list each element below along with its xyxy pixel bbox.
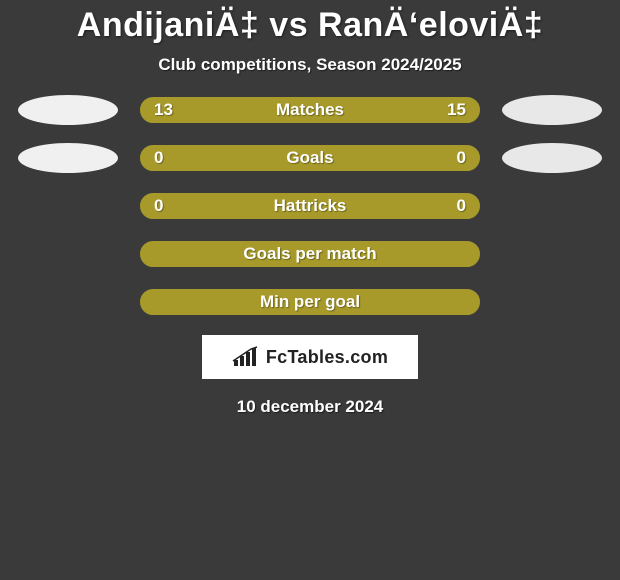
page-title: AndijaniÄ‡ vs RanÄ‘eloviÄ‡ [77,6,543,45]
stat-label: Hattricks [274,196,347,216]
stat-left-value: 13 [154,100,173,120]
stat-bar: 13 Matches 15 [140,97,480,123]
stats-rows: 13 Matches 15 0 Goals 0 0 Hattricks 0 Goals per m… [0,97,620,315]
date-text: 10 december 2024 [237,397,384,417]
stat-row: Goals per match [0,241,620,267]
stat-right-value: 0 [457,148,466,168]
stat-label: Goals [286,148,333,168]
stat-label: Matches [276,100,344,120]
stat-left-value: 0 [154,148,163,168]
player-b-avatar [502,143,602,173]
stat-bar: 0 Hattricks 0 [140,193,480,219]
bar-chart-icon [232,346,258,368]
stat-bar: 0 Goals 0 [140,145,480,171]
stat-row: 0 Goals 0 [0,145,620,171]
stat-right-value: 15 [447,100,466,120]
infographic-content: AndijaniÄ‡ vs RanÄ‘eloviÄ‡ Club competit… [0,0,620,417]
player-a-avatar [18,95,118,125]
stat-bar: Min per goal [140,289,480,315]
stat-label: Min per goal [260,292,360,312]
player-b-avatar [502,95,602,125]
stat-row: 0 Hattricks 0 [0,193,620,219]
brand-text: FcTables.com [266,347,388,368]
stat-left-value: 0 [154,196,163,216]
player-a-avatar [18,143,118,173]
stat-row: Min per goal [0,289,620,315]
brand-badge: FcTables.com [202,335,418,379]
stat-row: 13 Matches 15 [0,97,620,123]
page-subtitle: Club competitions, Season 2024/2025 [158,55,461,75]
stat-right-value: 0 [457,196,466,216]
stat-bar: Goals per match [140,241,480,267]
stat-label: Goals per match [243,244,376,264]
